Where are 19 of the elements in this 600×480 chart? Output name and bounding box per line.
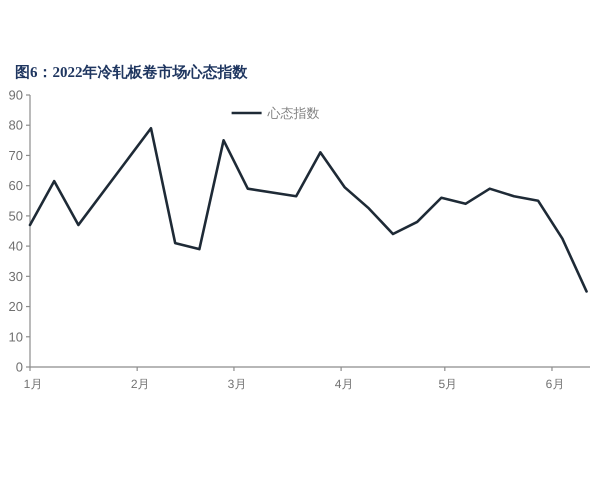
x-tick-label: 5月 bbox=[438, 377, 458, 391]
x-tick-label: 1月 bbox=[24, 377, 42, 391]
y-tick-label: 80 bbox=[8, 118, 23, 133]
x-tick-label: 4月 bbox=[334, 377, 354, 391]
legend-label: 心态指数 bbox=[266, 106, 320, 120]
y-tick-label: 70 bbox=[8, 148, 23, 163]
y-tick-label: 20 bbox=[8, 299, 23, 314]
y-tick-label: 60 bbox=[8, 178, 23, 194]
y-tick-label: 40 bbox=[8, 238, 23, 254]
y-tick-label: 50 bbox=[8, 208, 23, 224]
title: 图6：2022年冷轧板卷市场心态指数 bbox=[15, 65, 248, 81]
y-tick-label: 30 bbox=[8, 268, 23, 284]
y-tick-label: 90 bbox=[8, 88, 23, 102]
y-tick-label: 10 bbox=[8, 329, 23, 344]
x-tick-label: 3月 bbox=[228, 377, 246, 391]
x-tick-label: 6月 bbox=[546, 377, 564, 391]
legend: 心态指数 bbox=[232, 106, 320, 120]
x-tick-label: 2月 bbox=[130, 377, 150, 391]
y-tick-label: 0 bbox=[16, 360, 23, 374]
